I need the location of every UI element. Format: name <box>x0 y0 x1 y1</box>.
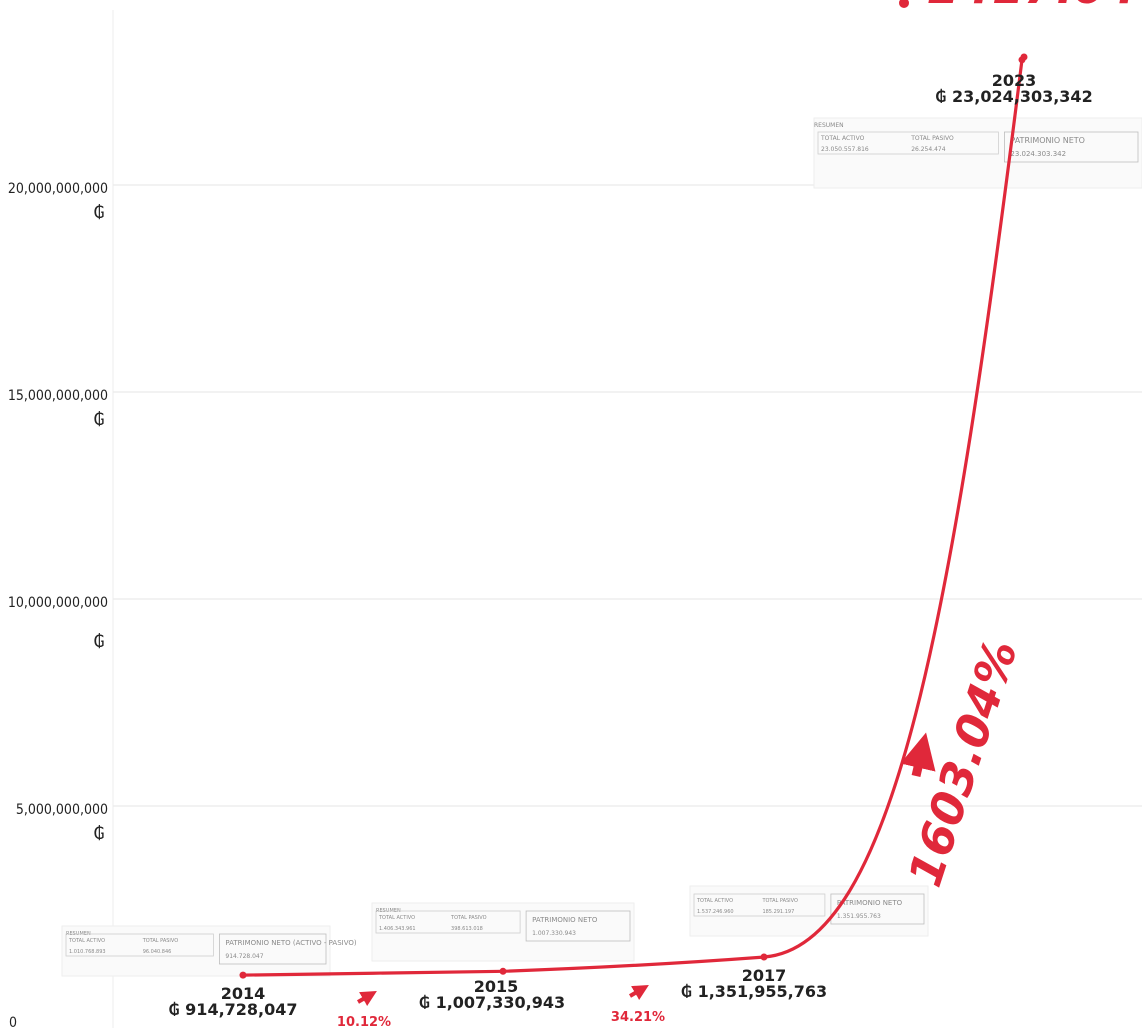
point-value-label: ₲ 1,351,955,763 <box>681 982 827 1001</box>
point-year-label: 2014 <box>221 984 266 1003</box>
document-highlight-value: 23.024.303.342 <box>1010 150 1066 158</box>
document-column-label: TOTAL PASIVO <box>910 135 954 142</box>
document-column-label: TOTAL ACTIVO <box>378 915 415 921</box>
point-value-label: ₲ 914,728,047 <box>168 1000 297 1019</box>
document-column-value: 1.406.343.961 <box>379 926 416 932</box>
document-highlight-label: PATRIMONIO NETO <box>1010 136 1085 145</box>
growth-label-2015-2017: 34.21% <box>611 1010 665 1025</box>
document-heading: RESUMEN <box>814 122 844 129</box>
data-point-2017 <box>760 953 768 961</box>
document-highlight-value: 1.007.330.943 <box>532 930 576 937</box>
document-column-value: 96.040.846 <box>143 949 172 955</box>
y-tick-currency: ₲ <box>94 632 105 652</box>
y-tick-label: 10,000,000,000 <box>8 595 108 611</box>
document-table <box>65 933 214 957</box>
y-tick-label: 20,000,000,000 <box>8 181 108 197</box>
document-column-label: TOTAL ACTIVO <box>68 938 105 944</box>
document-column-value: 1.010.768.893 <box>69 949 106 955</box>
point-year-label: 2023 <box>992 71 1037 90</box>
series-line <box>239 53 1028 979</box>
growth-arrow-icon <box>356 990 377 1006</box>
growth-label-total: 2417.04% <box>928 0 1142 14</box>
document-column-label: TOTAL ACTIVO <box>820 135 865 142</box>
y-tick-currency: ₲ <box>94 410 105 430</box>
document-column-value: 398.613.018 <box>451 926 483 932</box>
document-thumbnail-2023: RESUMEN TOTAL ACTIVO 23.050.557.816 TOTAL P… <box>813 117 1142 189</box>
y-tick-label: 5,000,000,000 <box>16 802 108 818</box>
document-highlight-box <box>830 893 925 925</box>
point-value-label: ₲ 23,024,303,342 <box>935 87 1092 106</box>
document-background <box>813 117 1142 189</box>
document-highlight-box <box>525 910 631 942</box>
point-value-label: ₲ 1,007,330,943 <box>419 993 565 1012</box>
document-highlight-box <box>1004 131 1139 163</box>
growth-arrow-icon <box>628 984 649 1000</box>
document-table <box>693 893 826 917</box>
document-table <box>817 131 999 155</box>
document-background <box>371 902 635 962</box>
point-year-label: 2015 <box>474 977 519 996</box>
document-highlight-value: 1.351.955.763 <box>837 913 881 920</box>
document-column-label: TOTAL PASIVO <box>761 898 798 904</box>
y-tick-currency: ₲ <box>94 203 105 223</box>
growth-label-2014-2015: 10.12% <box>337 1015 391 1028</box>
y-tick-label: 0 <box>9 1015 17 1028</box>
document-highlight-value: 914.728.047 <box>225 953 263 960</box>
document-column-label: TOTAL PASIVO <box>142 938 179 944</box>
data-point-2015 <box>499 967 507 975</box>
document-column-label: TOTAL PASIVO <box>450 915 487 921</box>
data-point-2023 <box>1018 56 1026 64</box>
document-thumbnails: RESUMEN TOTAL ACTIVO 1.010.768.893 TOTAL PA… <box>61 117 1142 977</box>
document-column-label: TOTAL ACTIVO <box>696 898 733 904</box>
series-line-path <box>241 58 1024 977</box>
point-year-label: 2017 <box>742 966 787 985</box>
data-point-2014 <box>239 971 247 979</box>
document-highlight-label: PATRIMONIO NETO <box>837 899 903 907</box>
document-highlight-box <box>218 933 327 965</box>
document-column-value: 23.050.557.816 <box>821 146 869 153</box>
document-column-value: 26.254.474 <box>911 146 946 153</box>
document-highlight-label: PATRIMONIO NETO <box>532 916 598 924</box>
top-growth-dot <box>899 0 909 8</box>
growth-arrow-icon <box>900 732 936 778</box>
document-column-value: 185.291.197 <box>762 909 794 915</box>
document-table <box>375 910 521 934</box>
document-thumbnail-2017: TOTAL ACTIVO 1.537.246.960 TOTAL PASIVO 185… <box>689 885 929 937</box>
document-highlight-label: PATRIMONIO NETO (ACTIVO - PASIVO) <box>225 939 356 947</box>
y-axis: 0 5,000,000,000 ₲ 10,000,000,000 ₲ 15,000,000… <box>8 10 114 1028</box>
document-column-value: 1.537.246.960 <box>697 909 734 915</box>
point-labels: 2014₲ 914,728,047 2015₲ 1,007,330,943 2017… <box>168 71 1092 1019</box>
y-tick-label: 15,000,000,000 <box>8 388 108 404</box>
y-tick-currency: ₲ <box>94 824 105 844</box>
